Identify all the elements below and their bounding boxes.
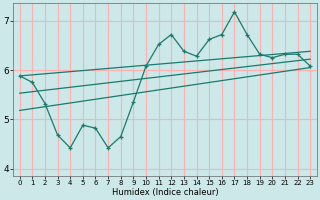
X-axis label: Humidex (Indice chaleur): Humidex (Indice chaleur) [112,188,218,197]
